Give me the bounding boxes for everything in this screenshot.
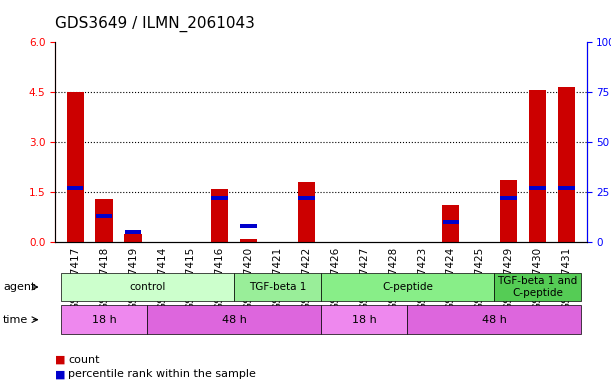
Bar bbox=[442, 205, 459, 242]
Text: 18 h: 18 h bbox=[92, 314, 117, 325]
Bar bbox=[211, 196, 228, 200]
Bar bbox=[124, 233, 142, 242]
Bar bbox=[298, 196, 315, 200]
Text: TGF-beta 1: TGF-beta 1 bbox=[249, 282, 306, 292]
Text: percentile rank within the sample: percentile rank within the sample bbox=[68, 369, 256, 379]
Bar bbox=[240, 238, 257, 242]
Bar bbox=[500, 180, 518, 242]
Text: GDS3649 / ILMN_2061043: GDS3649 / ILMN_2061043 bbox=[55, 15, 255, 31]
Text: agent: agent bbox=[3, 282, 35, 292]
Bar bbox=[240, 224, 257, 228]
Bar bbox=[558, 186, 574, 190]
Text: time: time bbox=[3, 314, 28, 325]
Text: C-peptide: C-peptide bbox=[382, 282, 433, 292]
Bar bbox=[67, 92, 84, 242]
Bar bbox=[442, 220, 459, 224]
Bar bbox=[96, 214, 112, 218]
Bar bbox=[500, 196, 517, 200]
Bar bbox=[558, 87, 575, 242]
Bar bbox=[529, 186, 546, 190]
Text: 48 h: 48 h bbox=[481, 314, 507, 325]
Text: ■: ■ bbox=[55, 355, 65, 365]
Text: 18 h: 18 h bbox=[352, 314, 376, 325]
Bar bbox=[95, 199, 113, 242]
Bar bbox=[298, 182, 315, 242]
Text: control: control bbox=[130, 282, 166, 292]
Bar bbox=[67, 186, 84, 190]
Bar bbox=[529, 91, 546, 242]
Text: count: count bbox=[68, 355, 100, 365]
Bar bbox=[125, 230, 141, 234]
Text: TGF-beta 1 and
C-peptide: TGF-beta 1 and C-peptide bbox=[497, 276, 577, 298]
Bar bbox=[211, 189, 229, 242]
Text: ■: ■ bbox=[55, 369, 65, 379]
Text: 48 h: 48 h bbox=[222, 314, 247, 325]
